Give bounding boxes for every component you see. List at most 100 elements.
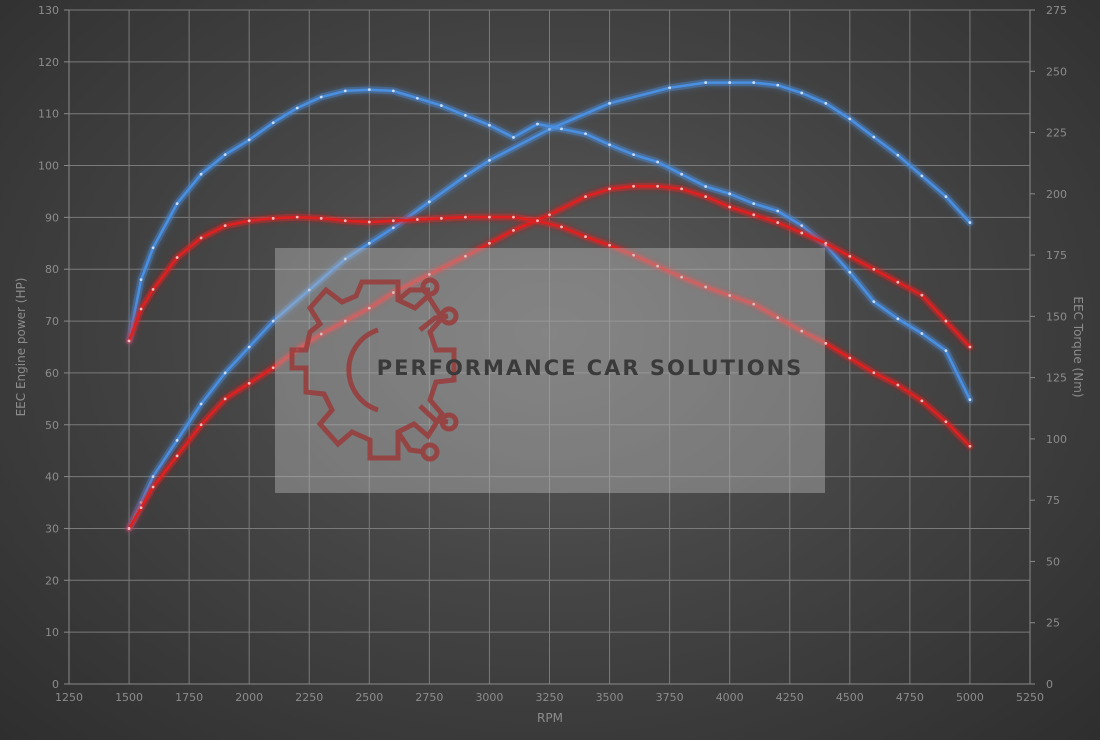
series-point	[536, 219, 539, 223]
series-point	[944, 420, 948, 424]
series-point	[668, 86, 672, 90]
series-point	[139, 307, 143, 311]
x-tick-label: 4000	[716, 691, 744, 704]
y-left-tick-label: 100	[38, 160, 59, 173]
series-point	[752, 302, 756, 306]
y-left-tick-label: 10	[45, 626, 59, 639]
series-point	[872, 371, 876, 375]
series-point	[704, 185, 708, 188]
series-point	[776, 221, 780, 224]
series-point	[848, 117, 852, 121]
series-point	[920, 174, 924, 178]
x-tick-labels: 1250 1500 1750 2000 2250 2500 2750 3000 3250 3500…	[55, 691, 1044, 704]
series-point	[464, 113, 467, 117]
x-tick-label: 3250	[536, 691, 564, 704]
series-point	[223, 397, 227, 401]
series-point	[151, 288, 155, 291]
y-left-tick-label: 130	[38, 4, 59, 17]
series-point	[223, 224, 227, 228]
series-point	[584, 132, 587, 136]
series-point	[151, 475, 155, 479]
series-point	[199, 402, 203, 406]
y-right-tick-label: 0	[1046, 678, 1053, 691]
series-point	[175, 202, 179, 206]
series-point	[776, 83, 780, 87]
series-point	[439, 104, 443, 107]
series-point	[872, 135, 876, 139]
series-point	[728, 81, 732, 84]
x-tick-label: 3000	[475, 691, 503, 704]
series-point	[896, 153, 900, 157]
y-left-tick-label: 110	[38, 108, 59, 121]
series-point	[343, 219, 347, 223]
series-point	[247, 219, 251, 223]
series-point	[427, 200, 431, 204]
series-point	[319, 95, 323, 99]
series-point	[656, 264, 660, 268]
x-tick-label: 1500	[115, 691, 143, 704]
x-tick-label: 5250	[1016, 691, 1044, 704]
x-tick-label: 2750	[415, 691, 443, 704]
y-left-tick-label: 0	[52, 678, 59, 691]
gear-circuit-logo-icon	[289, 277, 459, 462]
y-right-tick-label: 225	[1046, 127, 1067, 140]
series-point	[548, 213, 551, 217]
series-point	[944, 195, 948, 199]
series-point	[223, 371, 227, 375]
series-point	[824, 341, 828, 345]
series-point	[704, 81, 708, 84]
series-point	[415, 96, 419, 100]
x-tick-label: 4750	[896, 691, 924, 704]
series-point	[343, 89, 347, 93]
series-point	[872, 300, 876, 304]
y-left-tick-label: 50	[45, 419, 59, 432]
series-point	[584, 235, 587, 239]
y-right-tick-labels: 0 25 50 75 100 125 150 175 200 225 250 275	[1046, 4, 1067, 691]
series-point	[488, 123, 491, 127]
series-point	[848, 270, 852, 274]
series-point	[752, 202, 756, 206]
series-point	[608, 143, 611, 147]
series-point	[488, 215, 491, 219]
series-point	[848, 254, 852, 258]
series-point	[223, 153, 227, 157]
series-point	[920, 399, 924, 403]
grid-lines	[64, 9, 1035, 685]
series-point	[271, 319, 275, 323]
series-point	[968, 444, 972, 448]
series-point	[920, 332, 924, 335]
y-right-tick-label: 250	[1046, 65, 1067, 78]
series-point	[944, 349, 948, 353]
series-point	[295, 215, 299, 219]
series-point	[271, 366, 275, 370]
y-right-tick-label: 200	[1046, 188, 1067, 201]
series-point	[968, 345, 972, 349]
y-left-tick-label: 120	[38, 56, 59, 69]
series-point	[367, 220, 371, 224]
series-point	[439, 216, 443, 220]
series-point	[319, 332, 323, 336]
x-tick-label: 1250	[55, 691, 83, 704]
series-point	[656, 184, 660, 188]
series-point	[824, 101, 828, 105]
series-point	[608, 101, 611, 105]
y-right-tick-label: 175	[1046, 249, 1067, 262]
y-left-tick-label: 20	[45, 574, 59, 587]
series-point	[512, 215, 515, 219]
series-point	[271, 216, 275, 220]
y-right-tick-label: 50	[1046, 555, 1060, 568]
series-point	[271, 121, 275, 125]
series-point	[151, 246, 155, 250]
x-tick-label: 2250	[295, 691, 323, 704]
series-point	[608, 187, 611, 191]
series-point	[307, 288, 311, 292]
series-point	[367, 306, 371, 310]
series-point	[295, 106, 299, 110]
series-point	[632, 253, 635, 257]
x-tick-label: 4250	[776, 691, 804, 704]
y-left-tick-label: 30	[45, 522, 59, 535]
series-lines	[125, 79, 974, 532]
series-point	[968, 221, 972, 224]
series-point	[728, 205, 732, 209]
x-tick-label: 5000	[956, 691, 984, 704]
